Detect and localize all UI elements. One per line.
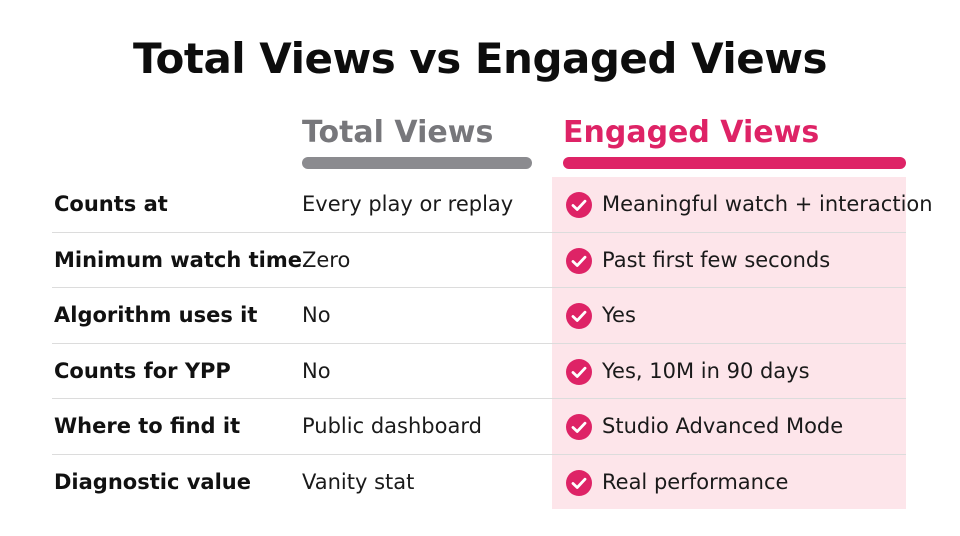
table-row: Where to find it Public dashboard Studio… (0, 399, 960, 455)
row-divider (52, 453, 906, 455)
row-label: Counts for YPP (54, 358, 231, 383)
total-views-value: Every play or replay (302, 192, 514, 216)
column-header-engaged-views: Engaged Views (563, 115, 820, 150)
check-circle-icon (566, 414, 592, 440)
row-label: Counts at (54, 192, 168, 216)
engaged-views-value: Studio Advanced Mode (602, 414, 844, 438)
row-divider (52, 342, 906, 344)
row-label: Minimum watch time (54, 247, 302, 272)
row-label: Where to find it (54, 414, 241, 438)
total-views-value: No (302, 358, 331, 383)
check-circle-icon (566, 303, 592, 329)
column-header-total-views: Total Views (302, 115, 494, 150)
check-circle-icon (566, 469, 592, 496)
check-circle-icon (566, 247, 592, 274)
total-views-value: Public dashboard (302, 414, 482, 438)
total-views-underline (302, 157, 532, 169)
table-row: Minimum watch time Zero Past first few s… (0, 233, 960, 288)
table-row: Counts at Every play or replay Meaningfu… (0, 177, 960, 233)
row-label: Algorithm uses it (54, 303, 258, 327)
engaged-views-value: Yes, 10M in 90 days (602, 358, 810, 383)
check-circle-icon (566, 358, 592, 385)
engaged-views-value: Yes (602, 303, 636, 327)
engaged-views-value: Meaningful watch + interaction (602, 192, 933, 216)
engaged-views-value: Real performance (602, 469, 789, 494)
row-divider (52, 398, 906, 399)
engaged-views-underline (563, 157, 906, 169)
row-divider (52, 231, 906, 233)
row-label: Diagnostic value (54, 469, 251, 494)
engaged-views-value: Past first few seconds (602, 247, 831, 272)
table-row: Algorithm uses it No Yes (0, 288, 960, 344)
comparison-table: Counts at Every play or replay Meaningfu… (0, 177, 960, 510)
row-divider (52, 287, 906, 288)
total-views-value: No (302, 303, 331, 327)
page-title: Total Views vs Engaged Views (132, 34, 828, 83)
total-views-value: Vanity stat (302, 469, 415, 494)
check-circle-icon (566, 192, 592, 218)
table-row: Counts for YPP No Yes, 10M in 90 days (0, 344, 960, 399)
total-views-value: Zero (302, 247, 351, 272)
table-row: Diagnostic value Vanity stat Real perfor… (0, 455, 960, 511)
